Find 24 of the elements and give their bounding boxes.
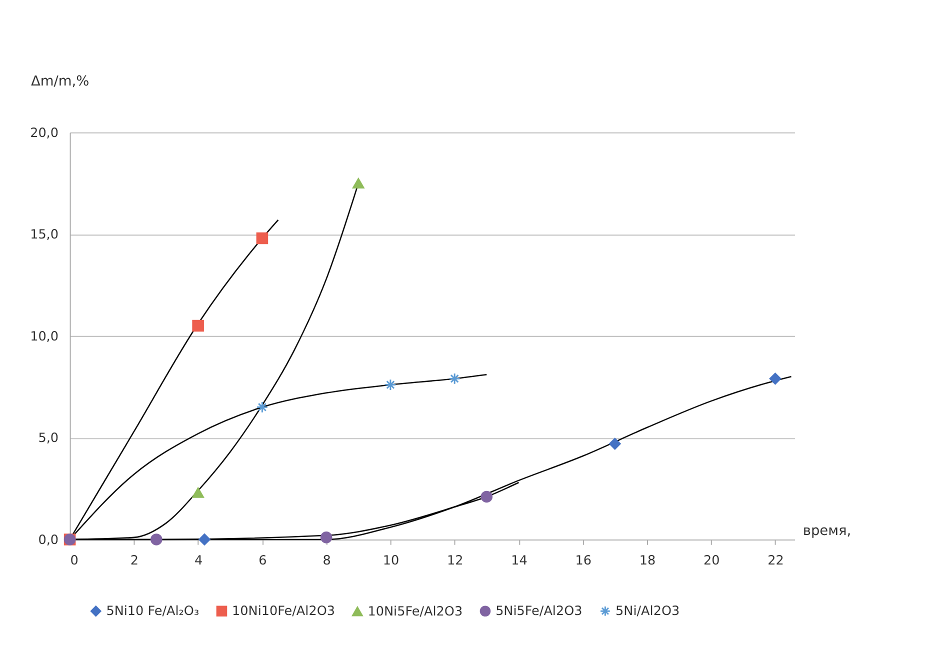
x-tick-label: 12 xyxy=(446,554,464,569)
y-tick-label: 0,0 xyxy=(38,532,59,548)
legend-label: 5Ni10 Fe/Al₂O₃ xyxy=(106,604,200,620)
x-tick-label: 8 xyxy=(322,554,331,569)
x-tick-label: 18 xyxy=(639,554,656,569)
x-tick-label: 10 xyxy=(382,554,400,569)
legend-label: 10Ni10Fe/Al2O3 xyxy=(232,604,336,620)
y-tick-label: 5,0 xyxy=(38,431,59,446)
x-tick-label: 22 xyxy=(768,554,784,569)
x-tick-label: 6 xyxy=(258,554,267,569)
x-tick-label: 2 xyxy=(130,554,138,569)
x-tick-label: 16 xyxy=(575,554,592,569)
legend-label: 10Ni5Fe/Al2O3 xyxy=(368,604,463,620)
x-axis-title: время, xyxy=(802,523,852,540)
legend-label: 5Ni/Al2O3 xyxy=(616,604,680,620)
y-tick-label: 10,0 xyxy=(30,329,59,344)
x-tick-label: 14 xyxy=(511,554,528,569)
y-tick-label: 20,0 xyxy=(30,126,59,141)
x-tick-label: 4 xyxy=(194,554,203,569)
legend-label: 5Ni5Fe/Al2O3 xyxy=(496,604,582,620)
x-tick-label: 0 xyxy=(70,554,78,569)
y-axis-title: Δm/m,% xyxy=(30,74,90,90)
y-tick-label: 15,0 xyxy=(30,228,59,243)
x-tick-label: 20 xyxy=(703,554,720,569)
